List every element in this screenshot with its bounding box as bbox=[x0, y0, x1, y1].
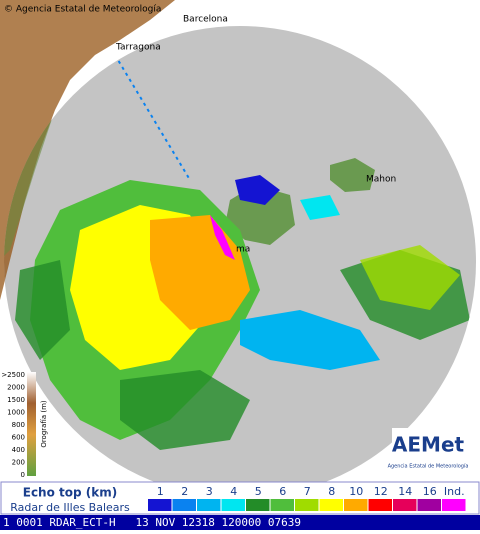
legend-subtitle: Radar de Illes Balears bbox=[10, 501, 130, 514]
legend-label: 1 bbox=[157, 485, 164, 498]
orography-title: Orografía (m) bbox=[40, 400, 48, 448]
legend-label: 14 bbox=[398, 485, 412, 498]
legend-label: 7 bbox=[304, 485, 311, 498]
orography-label: 0 bbox=[21, 471, 25, 479]
place-label: Tarragona bbox=[115, 43, 161, 53]
legend-label: 6 bbox=[279, 485, 286, 498]
logo-box bbox=[392, 428, 464, 476]
legend-swatch bbox=[148, 499, 172, 511]
legend-swatch bbox=[344, 499, 368, 511]
legend-swatch bbox=[368, 499, 392, 511]
legend-swatch bbox=[295, 499, 319, 511]
logo: AEMet bbox=[392, 433, 465, 457]
orography-label: 1000 bbox=[7, 409, 25, 417]
place-label: Mahon bbox=[366, 175, 396, 185]
legend-swatch bbox=[270, 499, 294, 511]
legend-label: 5 bbox=[255, 485, 262, 498]
legend-label: 12 bbox=[374, 485, 388, 498]
legend-label: 4 bbox=[230, 485, 237, 498]
orography-label: 1500 bbox=[7, 396, 25, 404]
legend-swatch bbox=[393, 499, 417, 511]
legend-label: 3 bbox=[206, 485, 213, 498]
legend-swatch bbox=[172, 499, 196, 511]
land-outside bbox=[0, 0, 175, 300]
place-label: Barcelona bbox=[183, 15, 228, 25]
legend-swatch bbox=[197, 499, 221, 511]
orography-label: 2000 bbox=[7, 384, 25, 392]
legend-label: 16 bbox=[423, 485, 437, 498]
status-bar bbox=[0, 515, 480, 530]
place-label: ma bbox=[236, 245, 250, 255]
legend-swatch bbox=[246, 499, 270, 511]
logo-subtitle: Agencia Estatal de Meteorología bbox=[388, 463, 469, 470]
legend-swatch bbox=[221, 499, 245, 511]
legend-label: 8 bbox=[328, 485, 335, 498]
legend-label: 10 bbox=[349, 485, 363, 498]
orography-label: 600 bbox=[12, 434, 25, 442]
legend-swatch bbox=[442, 499, 466, 511]
legend-label: Ind. bbox=[444, 485, 465, 498]
orography-label: >2500 bbox=[1, 371, 25, 379]
legend-label: 2 bbox=[181, 485, 188, 498]
orography-label: 200 bbox=[12, 459, 25, 467]
legend-swatch bbox=[417, 499, 441, 511]
orography-label: 800 bbox=[12, 421, 25, 429]
orography-label: 400 bbox=[12, 446, 25, 454]
legend-title: Echo top (km) bbox=[23, 486, 117, 500]
orography-scale bbox=[27, 372, 36, 476]
copyright: © Agencia Estatal de Meteorología bbox=[4, 5, 161, 15]
status-text: 1 0001 RDAR_ECT-H 13 NOV 12318 120000 07… bbox=[3, 516, 301, 529]
legend-swatch bbox=[319, 499, 343, 511]
